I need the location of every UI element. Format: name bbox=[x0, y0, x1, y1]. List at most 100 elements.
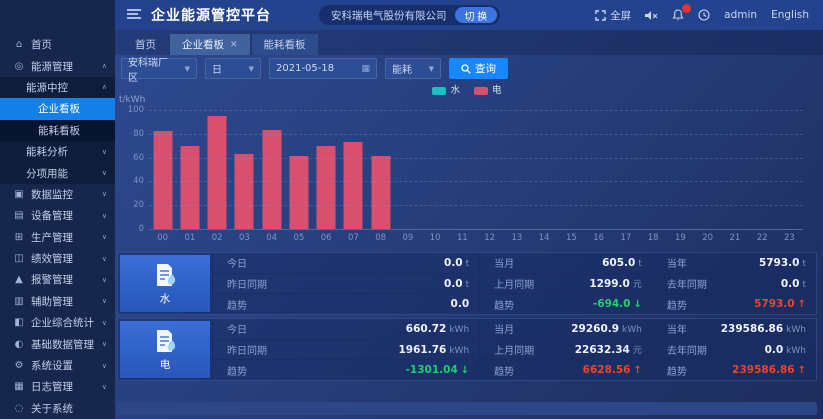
sidebar-item-2[interactable]: 能源中控 ∧ bbox=[0, 76, 115, 99]
sidebar-item-3[interactable]: 企业看板 bbox=[0, 98, 115, 120]
area-select[interactable]: 安科瑞厂区 ▼ bbox=[121, 58, 197, 84]
chart-slot-00: 00 bbox=[149, 110, 176, 243]
legend-item-电[interactable]: 电 bbox=[474, 82, 502, 96]
time-button[interactable] bbox=[698, 9, 710, 21]
chart-slot-08: 08 bbox=[367, 110, 394, 243]
bar-电-05 bbox=[289, 156, 309, 229]
x-axis-tick: 19 bbox=[674, 233, 686, 243]
sidebar-item-10[interactable]: ◫ 绩效管理 ∨ bbox=[0, 248, 115, 269]
horizontal-scrollbar[interactable] bbox=[117, 402, 817, 415]
chevron-down-icon: ∨ bbox=[101, 340, 107, 349]
stat-label: 趋势 bbox=[494, 300, 515, 312]
x-axis-tick: 11 bbox=[456, 233, 468, 243]
period-select[interactable]: 日 ▼ bbox=[205, 58, 261, 79]
stat-label: 当月 bbox=[494, 259, 515, 271]
bar-电-00 bbox=[153, 131, 173, 229]
sidebar-item-7[interactable]: ▣ 数据监控 ∨ bbox=[0, 184, 115, 205]
chart-slot-03: 03 bbox=[231, 110, 258, 243]
energy-type-label: 电 bbox=[159, 358, 171, 371]
x-axis-tick: 08 bbox=[375, 233, 387, 243]
mute-button[interactable] bbox=[645, 10, 658, 21]
stat-unit: t bbox=[465, 279, 470, 290]
sidebar-item-14[interactable]: ◐ 基础数据管理 ∨ bbox=[0, 333, 115, 354]
sidebar-menu: ⌂ 首页 ◎ 能源管理 ∧ 能源中控 ∧ 企业看板 能耗看板 能耗分析 ∨ 分项用能 ∨ ▣ 数据监控 ∨ ▤ 设… bbox=[0, 0, 115, 419]
x-axis-tick: 17 bbox=[620, 233, 632, 243]
switch-company-button[interactable]: 切 换 bbox=[454, 7, 498, 23]
mute-icon bbox=[645, 10, 658, 20]
sidebar-item-6[interactable]: 分项用能 ∨ bbox=[0, 162, 115, 184]
user-menu[interactable]: admin bbox=[724, 9, 758, 21]
stat-column-2: 当年 239586.86 kWh 去年同期 0.0 kWh 趋势 239586.86 ↑ bbox=[651, 319, 816, 380]
sidebar-item-5[interactable]: 能耗分析 ∨ bbox=[0, 140, 115, 163]
tab-1[interactable]: 企业看板 ✕ bbox=[170, 34, 250, 55]
gridline bbox=[149, 205, 803, 207]
language-switch[interactable]: English bbox=[771, 9, 809, 21]
sidebar-item-17[interactable]: ◌ 关于系统 bbox=[0, 398, 115, 419]
chart-slot-07: 07 bbox=[340, 110, 367, 243]
tab-label: 首页 bbox=[135, 39, 156, 51]
x-axis-tick: 02 bbox=[211, 233, 223, 243]
sidebar-item-15[interactable]: ⚙ 系统设置 ∨ bbox=[0, 355, 115, 376]
sidebar-item-label: 分项用能 bbox=[26, 167, 68, 180]
tab-close-icon[interactable]: ✕ bbox=[230, 39, 238, 50]
bar-电-04 bbox=[262, 130, 282, 229]
tab-2[interactable]: 能耗看板 bbox=[251, 34, 318, 55]
query-button[interactable]: 查询 bbox=[449, 58, 508, 79]
x-axis-tick: 22 bbox=[756, 233, 768, 243]
stat-cell: 趋势 5793.0 ↑ bbox=[653, 294, 816, 314]
chart-slot-10: 10 bbox=[422, 110, 449, 243]
stat-cell: 趋势 -694.0 ↓ bbox=[480, 294, 652, 314]
y-axis-tick: 100 bbox=[127, 105, 144, 115]
sidebar-item-label: 生产管理 bbox=[31, 231, 73, 244]
chart-slot-14: 14 bbox=[531, 110, 558, 243]
water-stat-panel: 水 今日 0.0 t 昨日同期 0.0 t 趋势 0.0 当月 605.0 t 上月同期 1299.0 元趋… bbox=[117, 252, 817, 315]
sidebar-item-label: 绩效管理 bbox=[31, 253, 73, 266]
sidebar-item-16[interactable]: ▦ 日志管理 ∨ bbox=[0, 376, 115, 397]
sidebar-item-1[interactable]: ◎ 能源管理 ∧ bbox=[0, 55, 115, 76]
notifications-button[interactable] bbox=[672, 4, 692, 21]
sidebar-item-0[interactable]: ⌂ 首页 bbox=[0, 34, 115, 55]
chevron-down-icon: ∨ bbox=[101, 361, 107, 370]
sidebar-item-12[interactable]: ▥ 辅助管理 ∨ bbox=[0, 291, 115, 312]
clock-icon bbox=[698, 9, 710, 21]
type-select[interactable]: 能耗 ▼ bbox=[385, 58, 441, 79]
stat-value: 5793.0 t bbox=[758, 256, 806, 269]
trend-down-icon: ↓ bbox=[633, 299, 642, 311]
x-axis-tick: 18 bbox=[647, 233, 659, 243]
date-picker[interactable]: 2021-05-18 ▦ bbox=[269, 58, 377, 79]
stat-unit: kWh bbox=[786, 345, 806, 356]
x-axis-tick: 23 bbox=[783, 233, 795, 243]
collapse-menu-icon[interactable] bbox=[127, 8, 141, 23]
stat-column-0: 今日 0.0 t 昨日同期 0.0 t 趋势 0.0 bbox=[212, 253, 480, 314]
stat-cell: 去年同期 0.0 kWh bbox=[652, 340, 816, 361]
gridline bbox=[149, 157, 803, 159]
sidebar-item-8[interactable]: ▤ 设备管理 ∨ bbox=[0, 205, 115, 226]
stat-cell: 趋势 -1301.04 ↓ bbox=[213, 360, 479, 380]
sidebar-item-9[interactable]: ⊞ 生产管理 ∨ bbox=[0, 227, 115, 248]
trend-up-icon: ↑ bbox=[797, 299, 806, 311]
sidebar-item-4[interactable]: 能耗看板 bbox=[0, 119, 115, 141]
chart-plot: 00 01 02 03 04 05 06 07 08 09 10 11 12 13 14 15 16 17 18 19… bbox=[128, 105, 803, 243]
stat-value: 1961.76 kWh bbox=[398, 343, 470, 356]
legend-item-水[interactable]: 水 bbox=[432, 82, 460, 96]
stat-label: 今日 bbox=[227, 259, 247, 271]
fullscreen-button[interactable]: 全屏 bbox=[595, 8, 631, 23]
sidebar-item-label: 能耗分析 bbox=[26, 146, 68, 159]
stat-cell: 当年 5793.0 t bbox=[652, 253, 816, 274]
energy-icon: ◎ bbox=[14, 60, 24, 72]
tab-0[interactable]: 首页 bbox=[123, 34, 168, 55]
tab-bar: 首页 企业看板 ✕ 能耗看板 bbox=[115, 30, 823, 55]
stat-cell: 当月 605.0 t bbox=[480, 253, 652, 274]
stat-unit: 元 bbox=[632, 280, 642, 290]
sidebar-item-label: 能耗看板 bbox=[38, 124, 80, 137]
gridline bbox=[149, 110, 803, 111]
chart-slot-16: 16 bbox=[585, 110, 612, 243]
x-axis-tick: 04 bbox=[266, 233, 278, 243]
stat-label: 趋势 bbox=[227, 300, 247, 312]
sidebar-item-13[interactable]: ◧ 企业综合统计 ∨ bbox=[0, 312, 115, 333]
production-icon: ⊞ bbox=[14, 231, 24, 243]
stat-value: -694.0 ↓ bbox=[592, 298, 642, 311]
stat-label: 上月同期 bbox=[494, 346, 535, 357]
x-axis-tick: 05 bbox=[293, 233, 305, 243]
sidebar-item-11[interactable]: ▲ 报警管理 ∨ bbox=[0, 269, 115, 290]
